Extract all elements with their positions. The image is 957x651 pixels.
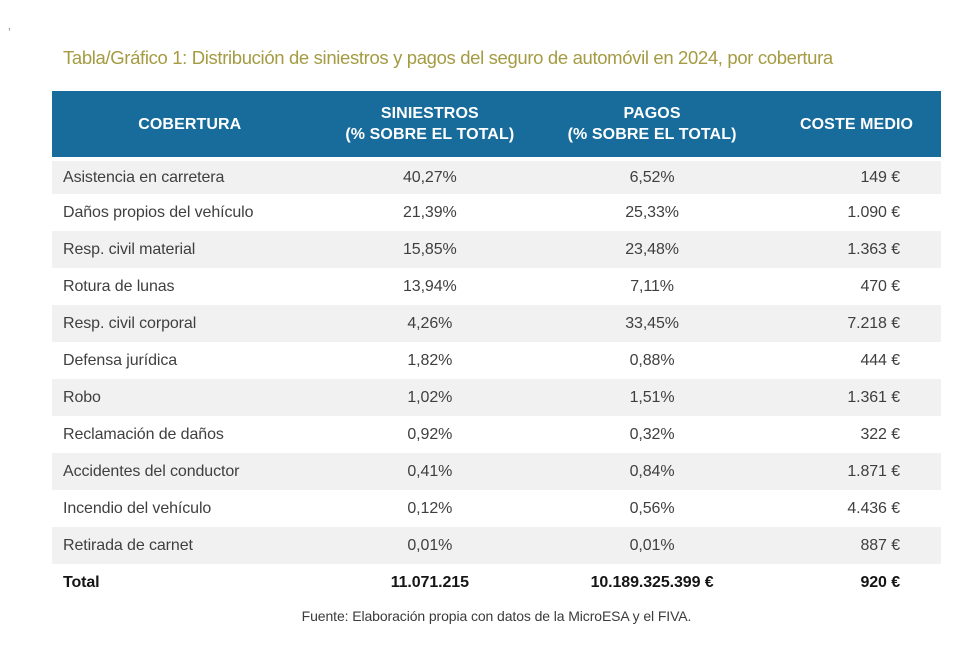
header-label: SINIESTROS — [380, 105, 479, 122]
cobertura-cell: Resp. civil material — [52, 231, 328, 268]
coste-medio-cell: 1.361 € — [772, 379, 941, 416]
table-row: Robo 1,02% 1,51% 1.361 € — [52, 379, 941, 416]
coste-medio-cell: 322 € — [860, 425, 900, 443]
coverage-table: COBERTURA SINIESTROS (% SOBRE EL TOTAL) … — [52, 91, 941, 601]
cobertura-cell: Daños propios del vehículo — [63, 203, 254, 221]
siniestros-cell: 0,12% — [407, 499, 453, 517]
table-row: Asistencia en carretera 40,27% 6,52% 149… — [52, 157, 941, 194]
total-label-cell: Total — [52, 564, 328, 601]
cobertura-cell: Incendio del vehículo — [63, 499, 212, 517]
total-coste-medio-cell: 920 € — [772, 564, 941, 601]
header-siniestros: SINIESTROS (% SOBRE EL TOTAL) — [327, 91, 533, 157]
pagos-cell: 6,52% — [532, 157, 773, 194]
pagos-cell: 0,88% — [629, 351, 675, 369]
pagos-cell: 1,51% — [532, 379, 773, 416]
siniestros-cell: 0,01% — [327, 527, 533, 564]
stray-mark: ’ — [8, 25, 11, 40]
pagos-cell: 23,48% — [532, 231, 773, 268]
pagos-cell: 33,45% — [532, 305, 773, 342]
header-sublabel: (% SOBRE EL TOTAL) — [345, 126, 515, 143]
siniestros-cell: 15,85% — [327, 231, 533, 268]
cobertura-cell: Defensa jurídica — [63, 351, 178, 369]
coste-medio-cell: 149 € — [772, 157, 941, 194]
coste-medio-cell: 1.363 € — [772, 231, 941, 268]
siniestros-cell: 40,27% — [327, 157, 533, 194]
figure-title: Tabla/Gráfico 1: Distribución de siniest… — [63, 47, 833, 68]
header-pagos: PAGOS (% SOBRE EL TOTAL) — [532, 91, 773, 157]
table-row: Incendio del vehículo 0,12% 0,56% 4.436 … — [52, 490, 941, 527]
table-row: Resp. civil material 15,85% 23,48% 1.363… — [52, 231, 941, 268]
header-sublabel: (% SOBRE EL TOTAL) — [567, 126, 737, 143]
total-siniestros-cell: 11.071.215 — [327, 564, 533, 601]
pagos-cell: 0,84% — [532, 453, 773, 490]
pagos-cell: 0,01% — [532, 527, 773, 564]
coste-medio-cell: 887 € — [772, 527, 941, 564]
total-pagos-cell: 10.189.325.399 € — [532, 564, 773, 601]
header-label: COSTE MEDIO — [799, 115, 914, 133]
coste-medio-cell: 1.871 € — [772, 453, 941, 490]
table-header: COBERTURA SINIESTROS (% SOBRE EL TOTAL) … — [52, 91, 941, 157]
figure-container: Tabla/Gráfico 1: Distribución de siniest… — [52, 0, 941, 624]
table-body: Asistencia en carretera 40,27% 6,52% 149… — [52, 157, 941, 564]
cobertura-cell: Rotura de lunas — [63, 277, 175, 295]
cobertura-cell: Resp. civil corporal — [52, 305, 328, 342]
coste-medio-cell: 444 € — [860, 351, 900, 369]
siniestros-cell: 13,94% — [402, 277, 457, 295]
siniestros-cell: 1,02% — [327, 379, 533, 416]
coste-medio-cell: 470 € — [860, 277, 900, 295]
table-row: Retirada de carnet 0,01% 0,01% 887 € — [52, 527, 941, 564]
pagos-cell: 7,11% — [630, 277, 674, 295]
pagos-cell: 25,33% — [625, 203, 679, 221]
source-note: Fuente: Elaboración propia con datos de … — [301, 608, 692, 624]
siniestros-cell: 21,39% — [402, 203, 457, 221]
table-row: Resp. civil corporal 4,26% 33,45% 7.218 … — [52, 305, 941, 342]
pagos-cell: 0,32% — [629, 425, 675, 443]
total-row: Total 11.071.215 10.189.325.399 € 920 € — [52, 564, 941, 601]
header-label: COBERTURA — [138, 115, 242, 133]
table-row: Reclamación de daños 0,92% 0,32% 322 € — [52, 416, 941, 453]
siniestros-cell: 1,82% — [407, 351, 453, 369]
header-row: COBERTURA SINIESTROS (% SOBRE EL TOTAL) … — [52, 91, 941, 157]
header-coste-medio: COSTE MEDIO — [772, 91, 941, 157]
coste-medio-cell: 1.090 € — [847, 203, 900, 221]
siniestros-cell: 0,92% — [407, 425, 453, 443]
table-row: Daños propios del vehículo 21,39% 25,33%… — [52, 194, 941, 231]
cobertura-cell: Retirada de carnet — [52, 527, 328, 564]
table-row: Defensa jurídica 1,82% 0,88% 444 € — [52, 342, 941, 379]
cobertura-cell: Robo — [52, 379, 328, 416]
coste-medio-cell: 4.436 € — [847, 499, 900, 517]
cobertura-cell: Asistencia en carretera — [52, 157, 328, 194]
pagos-cell: 0,56% — [629, 499, 675, 517]
header-label: PAGOS — [623, 105, 681, 122]
siniestros-cell: 0,41% — [327, 453, 533, 490]
table-footer: Total 11.071.215 10.189.325.399 € 920 € — [52, 564, 941, 601]
cobertura-cell: Accidentes del conductor — [52, 453, 328, 490]
coste-medio-cell: 7.218 € — [772, 305, 941, 342]
table-row: Accidentes del conductor 0,41% 0,84% 1.8… — [52, 453, 941, 490]
cobertura-cell: Reclamación de daños — [63, 425, 224, 443]
header-cobertura: COBERTURA — [52, 91, 328, 157]
table-row: Rotura de lunas 13,94% 7,11% 470 € — [52, 268, 941, 305]
siniestros-cell: 4,26% — [327, 305, 533, 342]
